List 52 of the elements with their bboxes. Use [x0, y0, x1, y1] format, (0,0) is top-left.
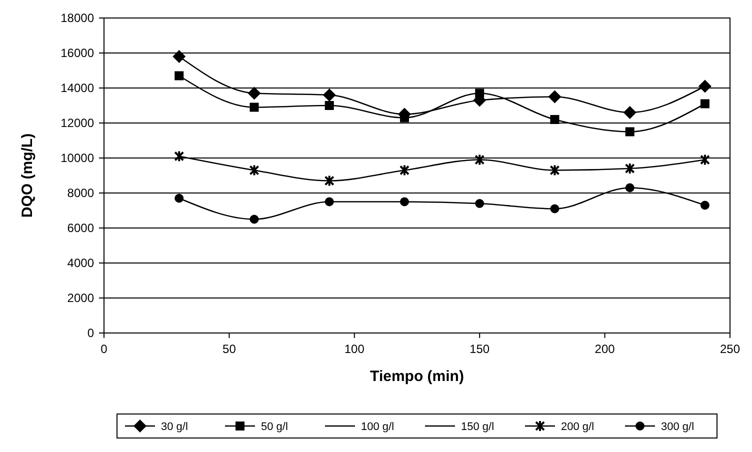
y-tick-label: 6000: [67, 221, 94, 236]
y-tick-label: 0: [87, 326, 94, 340]
point: [550, 115, 560, 124]
y-tick-label: 4000: [67, 256, 94, 270]
x-axis-title: Tiempo (min): [370, 368, 464, 385]
x-tick-label: 100: [344, 342, 365, 356]
point: [475, 199, 484, 208]
legend-label: 300 g/l: [661, 420, 694, 433]
point: [250, 102, 259, 112]
point: [174, 194, 184, 203]
y-tick-label: 2000: [67, 291, 94, 306]
legend-label: 200 g/l: [561, 420, 594, 433]
y-tick-label: 14000: [60, 81, 94, 96]
legend-label: 30 g/l: [161, 420, 188, 433]
point: [324, 197, 334, 206]
point: [624, 162, 635, 174]
y-tick-label: 10000: [60, 151, 94, 166]
point: [548, 90, 562, 104]
point: [249, 164, 260, 176]
y-tick-label: 8000: [67, 186, 94, 200]
point: [399, 164, 410, 176]
point: [700, 99, 710, 108]
y-tick-label: 16000: [60, 46, 94, 60]
y-tick-label: 18000: [60, 11, 94, 26]
y-tick-label: 12000: [60, 116, 94, 130]
x-tick-label: 200: [594, 342, 616, 356]
point: [248, 86, 261, 100]
point: [700, 154, 710, 166]
x-tick-label: 250: [720, 342, 740, 356]
point: [700, 200, 710, 210]
point: [474, 154, 485, 166]
x-tick-label: 50: [222, 342, 236, 356]
point: [174, 71, 184, 80]
legend-label: 150 g/l: [461, 420, 494, 433]
point: [550, 204, 560, 214]
legend-label: 100 g/l: [361, 420, 394, 433]
point: [322, 88, 336, 102]
point: [698, 80, 712, 93]
point: [324, 101, 334, 110]
legend-label: 50 g/l: [261, 420, 288, 433]
point: [172, 50, 186, 63]
point: [625, 183, 634, 192]
point: [550, 164, 560, 176]
x-tick-label: 0: [100, 342, 108, 356]
x-tick-label: 150: [470, 342, 490, 356]
point: [324, 174, 334, 187]
point: [625, 127, 634, 136]
point: [623, 106, 636, 119]
point: [250, 214, 259, 224]
point: [400, 197, 409, 206]
y-axis-title: DQO (mg/L): [19, 133, 36, 218]
point: [174, 150, 184, 162]
